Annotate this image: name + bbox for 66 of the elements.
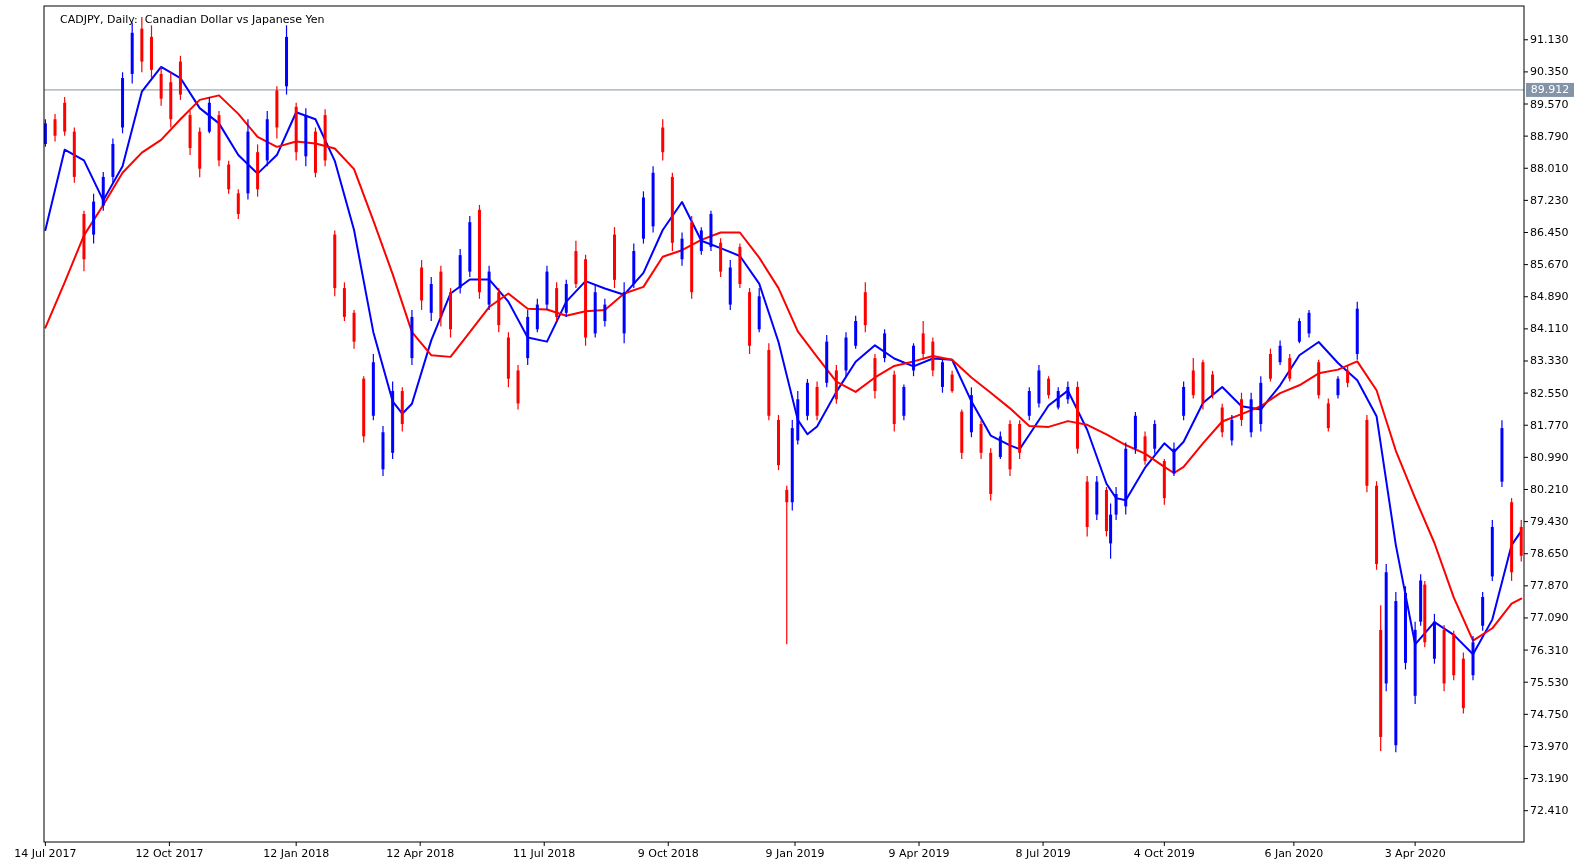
y-tick-label: 83.330 xyxy=(1530,354,1569,368)
y-tick-label: 89.570 xyxy=(1530,97,1569,111)
x-tick-label: 9 Oct 2018 xyxy=(637,847,699,860)
y-tick-label: 84.110 xyxy=(1530,322,1569,336)
y-tick-label: 77.090 xyxy=(1530,611,1569,625)
y-tick-label: 73.190 xyxy=(1530,772,1569,786)
candlestick xyxy=(1297,317,1301,344)
candlestick xyxy=(1211,370,1215,400)
x-tick-label: 12 Oct 2017 xyxy=(135,847,204,860)
y-tick-label: 88.010 xyxy=(1530,161,1569,175)
y-tick-label: 73.970 xyxy=(1530,739,1569,753)
candlestick xyxy=(449,287,453,339)
x-tick-label: 12 Jan 2018 xyxy=(263,847,330,860)
candlestick xyxy=(1336,375,1340,400)
x-tick-label: 9 Jan 2019 xyxy=(765,847,825,860)
candlestick xyxy=(1240,392,1243,427)
candlestick xyxy=(1288,353,1292,383)
y-tick-label: 78.650 xyxy=(1530,547,1569,561)
candlestick xyxy=(921,320,925,361)
y-tick-label: 80.990 xyxy=(1530,450,1569,464)
candlestick xyxy=(998,430,1002,460)
x-tick-label: 14 Jul 2017 xyxy=(14,847,77,860)
text: CADJPY, Daily: Canadian Dollar vs Japanese Yen xyxy=(60,13,325,26)
candlestick xyxy=(53,113,57,143)
x-tick-label: 9 Apr 2019 xyxy=(888,847,950,860)
x-tick-label: 6 Jan 2020 xyxy=(1264,847,1324,860)
y-tick-label: 84.890 xyxy=(1530,290,1569,304)
y-tick-label: 79.430 xyxy=(1530,515,1569,529)
candlestick xyxy=(613,226,616,289)
candlestick xyxy=(236,188,240,220)
x-tick-label: 3 Apr 2020 xyxy=(1384,847,1446,860)
y-tick-label: 77.870 xyxy=(1530,579,1569,593)
ref-line-label: 89.912 xyxy=(1530,83,1570,97)
y-tick-label: 76.310 xyxy=(1530,643,1569,657)
y-tick-label: 91.130 xyxy=(1530,33,1569,47)
y-tick-label: 80.210 xyxy=(1530,482,1569,496)
candlestick xyxy=(1307,309,1311,339)
candlestick xyxy=(149,24,153,79)
y-tick-label: 72.410 xyxy=(1530,804,1569,818)
y-tick-label: 74.750 xyxy=(1530,707,1569,721)
candlestick xyxy=(1230,414,1234,447)
candlestick xyxy=(1066,380,1070,405)
candlestick xyxy=(1346,364,1350,388)
y-tick-label: 90.350 xyxy=(1530,65,1569,79)
candlestick xyxy=(699,226,703,256)
x-tick-label: 4 Oct 2019 xyxy=(1133,847,1195,860)
candlestick xyxy=(1056,386,1060,411)
y-tick-label: 86.450 xyxy=(1530,226,1569,239)
y-tick-label: 87.230 xyxy=(1530,193,1569,207)
y-tick-label: 82.550 xyxy=(1530,386,1569,400)
y-tick-label: 75.530 xyxy=(1530,675,1569,689)
y-tick-label: 85.670 xyxy=(1530,258,1569,272)
candlestick xyxy=(680,231,684,267)
y-tick-label: 81.770 xyxy=(1530,418,1569,432)
y-tick-label: 88.790 xyxy=(1530,129,1569,143)
candlestick xyxy=(1278,339,1282,366)
candlestick xyxy=(1047,375,1051,400)
candlestick xyxy=(785,485,789,645)
candlestick xyxy=(1114,486,1118,521)
x-tick-label: 11 Jul 2018 xyxy=(513,847,576,860)
x-tick-label: 12 Apr 2018 xyxy=(386,847,455,860)
x-tick-label: 8 Jul 2019 xyxy=(1015,847,1071,860)
candlestick xyxy=(603,298,607,327)
candlestick xyxy=(776,414,780,471)
candlestick xyxy=(1076,380,1080,455)
candlestick xyxy=(950,370,954,394)
